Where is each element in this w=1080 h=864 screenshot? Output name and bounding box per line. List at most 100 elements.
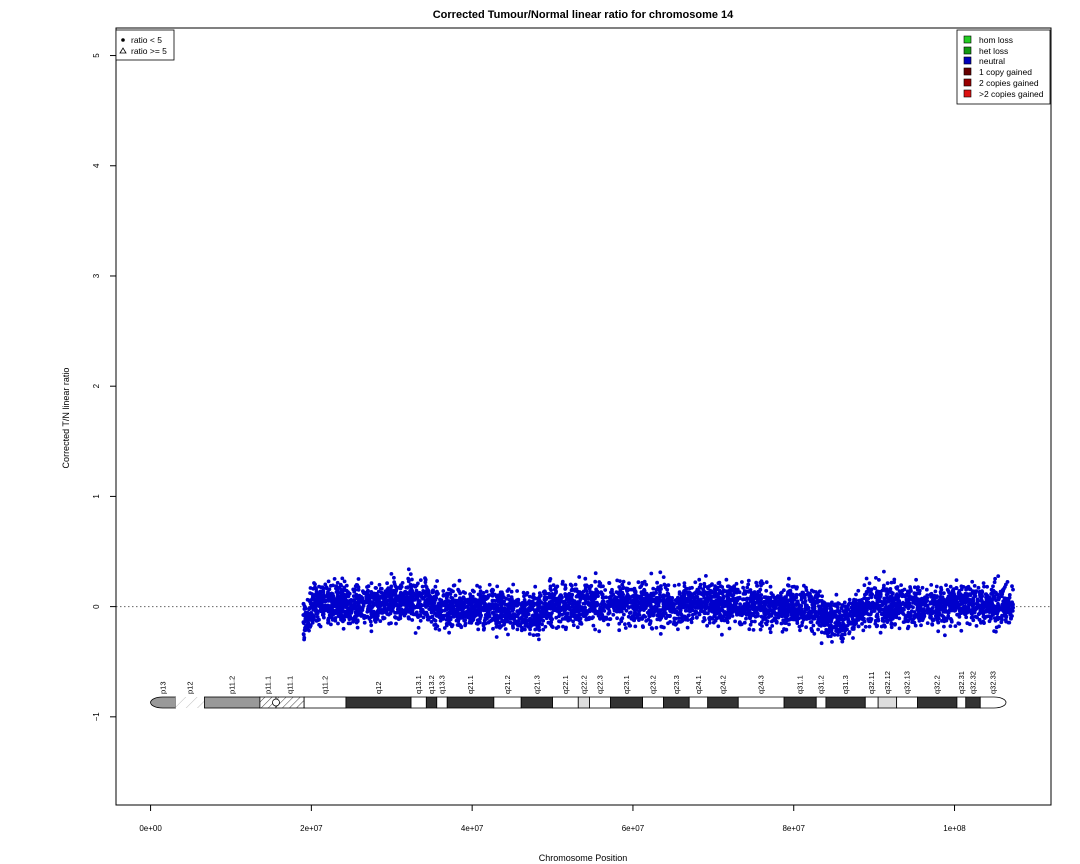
data-point <box>933 589 938 594</box>
data-point <box>393 593 398 598</box>
data-point <box>804 617 809 621</box>
data-point <box>992 580 997 585</box>
data-point <box>934 584 939 589</box>
data-point <box>301 632 306 637</box>
data-point <box>372 615 376 619</box>
data-point <box>322 615 326 620</box>
data-point <box>897 616 902 621</box>
data-point <box>760 624 764 628</box>
data-point <box>747 627 752 632</box>
data-point <box>369 581 374 586</box>
data-point <box>406 567 411 572</box>
data-point <box>758 627 763 632</box>
data-point <box>548 584 553 589</box>
data-point <box>509 605 514 610</box>
data-point <box>478 585 482 589</box>
data-point <box>841 620 845 625</box>
data-point <box>481 621 486 626</box>
data-point <box>666 621 670 626</box>
data-point <box>329 583 333 588</box>
data-point <box>401 599 405 604</box>
data-point <box>432 617 436 622</box>
data-point <box>979 603 984 607</box>
data-point <box>766 610 770 614</box>
data-point <box>535 602 540 607</box>
data-point <box>498 592 503 597</box>
data-point <box>660 595 665 599</box>
data-point <box>519 628 524 633</box>
data-point <box>625 588 630 593</box>
data-point <box>764 588 769 593</box>
data-point <box>828 627 832 632</box>
data-point <box>653 605 657 610</box>
data-point <box>492 613 497 618</box>
data-point <box>348 616 353 620</box>
data-point <box>338 610 342 615</box>
data-point <box>410 577 414 582</box>
data-point <box>457 607 462 611</box>
data-point <box>699 609 703 613</box>
data-point <box>321 586 326 590</box>
data-point <box>621 579 626 584</box>
data-point <box>696 600 701 604</box>
data-point <box>430 589 435 593</box>
data-point <box>369 629 374 634</box>
data-point <box>307 607 311 612</box>
data-point <box>864 602 868 607</box>
data-point <box>314 618 319 623</box>
data-point <box>768 626 772 631</box>
data-point <box>563 587 568 591</box>
data-point <box>930 622 935 627</box>
data-point <box>676 627 680 632</box>
data-point <box>655 580 659 585</box>
data-point <box>346 621 351 626</box>
data-point <box>847 612 852 616</box>
data-point <box>889 625 894 630</box>
data-point <box>411 583 416 588</box>
data-point <box>379 586 384 591</box>
data-point <box>745 611 749 616</box>
data-point <box>333 618 338 623</box>
data-point <box>362 620 367 625</box>
data-point <box>577 618 581 623</box>
data-point <box>710 616 714 620</box>
data-point <box>939 585 943 590</box>
data-point <box>764 580 769 585</box>
data-point <box>659 584 663 588</box>
data-point <box>351 598 356 603</box>
data-point <box>548 622 553 627</box>
data-point <box>800 607 804 612</box>
data-point <box>966 602 971 607</box>
data-point <box>724 577 729 582</box>
data-point <box>498 625 502 630</box>
data-point <box>304 612 309 617</box>
data-point <box>318 601 322 606</box>
data-point <box>882 607 887 611</box>
data-point <box>387 621 391 626</box>
data-point <box>339 583 343 588</box>
data-point <box>958 593 962 598</box>
data-point <box>941 616 946 621</box>
data-point <box>830 631 835 636</box>
data-point <box>503 613 507 618</box>
data-point <box>710 590 715 595</box>
data-point <box>382 600 386 605</box>
data-point <box>310 603 315 608</box>
data-point <box>429 620 434 624</box>
data-point <box>647 622 652 627</box>
data-point <box>662 625 666 630</box>
data-point <box>710 609 715 614</box>
data-point <box>717 580 722 585</box>
data-point <box>898 610 902 615</box>
data-point <box>484 607 488 612</box>
data-point <box>898 591 903 595</box>
data-point <box>951 607 956 612</box>
data-point <box>899 583 903 587</box>
data-point <box>326 620 330 625</box>
data-point <box>576 594 581 599</box>
data-point <box>598 606 602 611</box>
data-point <box>789 594 793 598</box>
data-point <box>840 603 845 607</box>
data-point <box>747 589 752 593</box>
data-point <box>601 608 606 613</box>
